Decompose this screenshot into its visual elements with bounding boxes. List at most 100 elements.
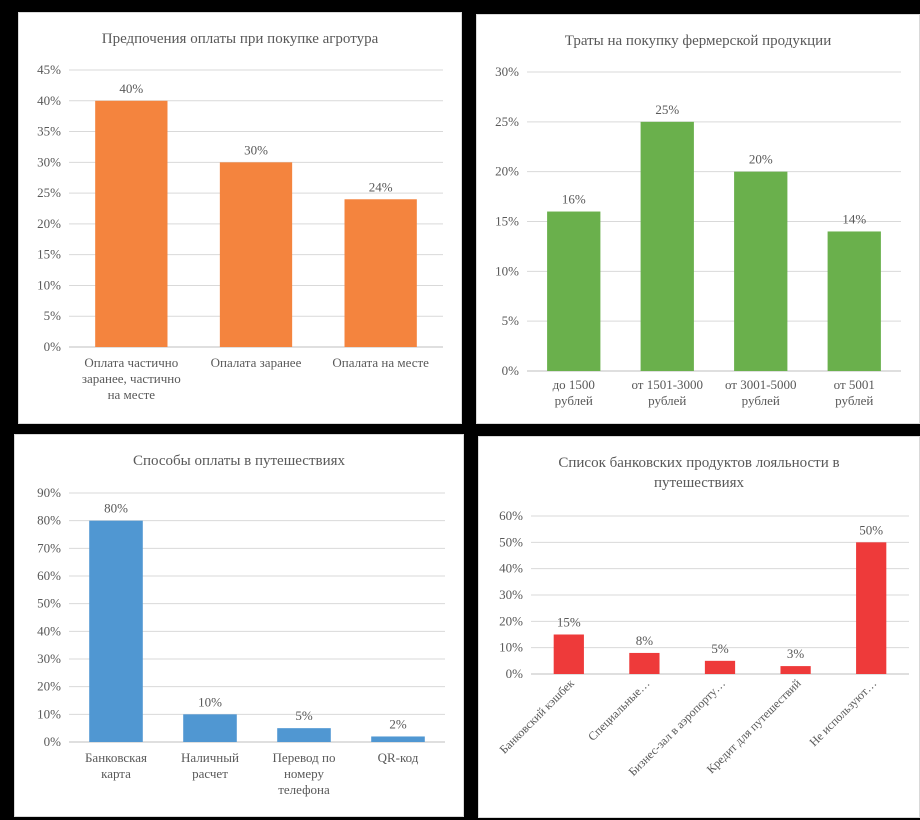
data-label: 50% [859,522,883,537]
category-label: заранее, частично [82,371,181,386]
data-label: 3% [787,646,805,661]
y-tick-label: 30% [37,154,61,169]
bar [704,660,736,674]
y-tick-label: 5% [44,308,62,323]
y-tick-label: 30% [499,587,523,602]
y-tick-label: 40% [37,93,61,108]
y-tick-label: 25% [37,185,61,200]
category-label: номеру [284,766,325,781]
y-tick-label: 15% [37,247,61,262]
category-label: рублей [648,393,686,408]
y-tick-label: 50% [37,596,61,611]
chart-title: путешествиях [654,475,745,491]
y-tick-label: 0% [44,734,62,749]
y-tick-label: 70% [37,540,61,555]
category-label: Не используют… [806,676,879,749]
y-tick-label: 30% [495,64,519,79]
category-label: Банковский кэшбек [497,676,577,756]
y-tick-label: 5% [502,313,520,328]
chart-1-svg: Предпочения оплаты при покупке агротура 0… [37,31,443,402]
y-tick-label: 0% [44,339,62,354]
category-label: Оплата частично [84,355,178,370]
category-label: от 3001-5000 [725,377,797,392]
category-label: QR-код [378,750,419,765]
data-label: 15% [557,615,581,630]
y-tick-label: 40% [37,623,61,638]
category-label: до 1500 [553,377,595,392]
data-label: 16% [562,192,586,207]
chart-payment-preferences-agrotour: Предпочения оплаты при покупке агротура 0… [18,12,462,424]
category-label: Перевод по [273,750,336,765]
category-label: расчет [192,766,228,781]
y-tick-label: 60% [499,508,523,523]
chart-title: Траты на покупку фермерской продукции [565,33,832,49]
bar [547,211,601,371]
bar [734,171,788,371]
chart-3-svg: Способы оплаты в путешествиях 0% 10% 20% 30%… [37,453,445,797]
data-label: 14% [842,211,866,226]
chart-2-svg: Траты на покупку фермерской продукции 0% 5… [495,33,901,408]
y-tick-label: 35% [37,124,61,139]
category-label: рублей [555,393,593,408]
category-label: карта [101,766,131,781]
bar [629,652,660,674]
y-tick-label: 80% [37,513,61,528]
data-label: 5% [711,641,729,656]
bar [780,666,811,674]
data-label: 20% [749,152,773,167]
y-tick-label: 20% [499,613,523,628]
data-label: 30% [244,142,268,157]
y-tick-label: 0% [506,666,524,681]
data-label: 25% [655,102,679,117]
category-label: Наличный [181,750,239,765]
category-label: на месте [108,387,156,402]
chart-4-svg: Список банковских продуктов лояльности в… [497,455,909,779]
data-label: 24% [369,179,393,194]
y-tick-label: 45% [37,62,61,77]
category-label: от 5001 [834,377,875,392]
y-tick-label: 20% [495,164,519,179]
bar [640,121,694,371]
bar [89,520,143,742]
category-label: рублей [742,393,780,408]
category-label: Специальные… [585,676,652,743]
chart-travel-payment-methods: Способы оплаты в путешествиях 0% 10% 20% 30%… [14,434,464,817]
bar [277,728,331,742]
y-tick-label: 10% [499,640,523,655]
y-tick-label: 10% [37,706,61,721]
bar [553,634,584,674]
category-label: от 1501-3000 [631,377,703,392]
y-tick-label: 20% [37,679,61,694]
category-label: рублей [835,393,873,408]
y-tick-label: 10% [495,263,519,278]
data-label: 5% [295,708,313,723]
bar [856,542,887,674]
category-label: Банковская [85,750,147,765]
y-tick-label: 30% [37,651,61,666]
y-tick-label: 25% [495,114,519,129]
bar [371,736,425,742]
data-label: 10% [198,694,222,709]
category-label: Опалата на месте [332,355,429,370]
data-label: 2% [389,716,407,731]
y-tick-label: 90% [37,485,61,500]
bar [183,714,237,742]
chart-title: Список банковских продуктов лояльности в [558,455,839,471]
y-tick-label: 40% [499,561,523,576]
bar [95,100,168,348]
category-label: телефона [278,782,330,797]
bar [344,199,417,347]
y-tick-label: 20% [37,216,61,231]
data-label: 8% [636,633,654,648]
chart-bank-loyalty-products: Список банковских продуктов лояльности в… [478,436,920,818]
chart-farm-produce-spending: Траты на покупку фермерской продукции 0% 5… [476,14,920,424]
category-label: Опалата заранее [211,355,302,370]
data-label: 80% [104,501,128,516]
y-tick-label: 60% [37,568,61,583]
y-tick-label: 0% [502,363,520,378]
data-label: 40% [119,81,143,96]
y-tick-label: 10% [37,277,61,292]
chart-title: Предпочения оплаты при покупке агротура [102,31,379,47]
chart-title: Способы оплаты в путешествиях [133,453,346,469]
bar [219,162,293,347]
